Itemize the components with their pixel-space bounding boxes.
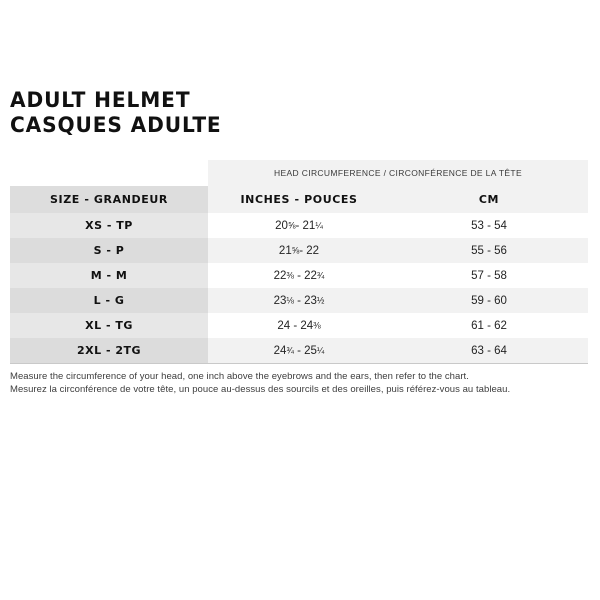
table-row: L - G 23⅛ - 23½ 59 - 60: [10, 288, 588, 313]
cell-inches: 22⅜ - 22¾: [208, 263, 390, 288]
instruction-line-en: Measure the circumference of your head, …: [10, 371, 469, 382]
column-header-inches: INCHES - POUCES: [208, 186, 390, 213]
page-title: ADULT HELMET CASQUES ADULTE: [10, 88, 230, 138]
inches-fraction-high: ¼: [315, 219, 323, 230]
size-chart-table: HEAD CIRCUMFERENCE / CIRCONFÉRENCE DE LA…: [10, 160, 588, 364]
table-row: S - P 21⅝- 22 55 - 56: [10, 238, 588, 263]
inches-whole-low: 21: [278, 244, 292, 257]
title-line-fr: CASQUES ADULTE: [10, 113, 222, 137]
inches-whole-high: 22: [306, 244, 320, 257]
cell-cm: 57 - 58: [390, 263, 588, 288]
table-row: XL - TG 24 - 24⅜ 61 - 62: [10, 313, 588, 338]
table-head: HEAD CIRCUMFERENCE / CIRCONFÉRENCE DE LA…: [10, 160, 588, 213]
cell-size: XS - TP: [10, 213, 208, 238]
group-header-head-circumference: HEAD CIRCUMFERENCE / CIRCONFÉRENCE DE LA…: [208, 160, 588, 186]
table-body: XS - TP 20⅝- 21¼ 53 - 54 S - P 21⅝- 22 5…: [10, 213, 588, 364]
cell-cm: 61 - 62: [390, 313, 588, 338]
inches-whole-high: 21: [302, 219, 316, 232]
cell-size: 2XL - 2TG: [10, 338, 208, 364]
inches-fraction-high: ½: [316, 294, 325, 305]
instruction-line-fr: Mesurez la circonférence de votre tête, …: [10, 384, 511, 395]
inches-separator: -: [299, 244, 304, 257]
cell-cm: 59 - 60: [390, 288, 588, 313]
inches-separator: -: [297, 269, 301, 282]
inches-whole-high: 23: [304, 294, 317, 307]
title-line-en: ADULT HELMET: [10, 88, 191, 112]
cell-inches: 24¾ - 25¼: [208, 338, 390, 364]
inches-whole-low: 24: [273, 344, 287, 357]
column-header-row: SIZE - GRANDEUR INCHES - POUCES CM: [10, 186, 588, 213]
inches-separator: -: [297, 344, 301, 357]
table-row: M - M 22⅜ - 22¾ 57 - 58: [10, 263, 588, 288]
column-header-cm: CM: [390, 186, 588, 213]
inches-whole-high: 22: [304, 269, 317, 282]
inches-fraction-low: ⅝: [291, 244, 300, 255]
inches-fraction-high: ¼: [316, 344, 325, 355]
inches-separator: -: [297, 294, 301, 307]
inches-whole-high: 24: [300, 319, 314, 332]
inches-fraction-high: ¾: [316, 269, 325, 280]
inches-fraction-low: ⅝: [287, 219, 296, 230]
table-row: 2XL - 2TG 24¾ - 25¼ 63 - 64: [10, 338, 588, 364]
cell-inches: 21⅝- 22: [208, 238, 390, 263]
cell-size: XL - TG: [10, 313, 208, 338]
cell-size: M - M: [10, 263, 208, 288]
inches-whole-low: 20: [275, 219, 288, 232]
inches-fraction-low: ⅛: [286, 294, 294, 305]
inches-whole-low: 22: [273, 269, 287, 282]
inches-whole-low: 23: [273, 294, 287, 307]
inches-fraction-low: ⅜: [286, 269, 294, 280]
cell-inches: 20⅝- 21¼: [208, 213, 390, 238]
table-row: XS - TP 20⅝- 21¼ 53 - 54: [10, 213, 588, 238]
inches-whole-high: 25: [304, 344, 317, 357]
cell-inches: 24 - 24⅜: [208, 313, 390, 338]
column-header-size: SIZE - GRANDEUR: [10, 186, 208, 213]
cell-size: L - G: [10, 288, 208, 313]
inches-fraction-high: ⅜: [313, 319, 321, 330]
inches-whole-low: 24: [277, 319, 291, 332]
cell-cm: 55 - 56: [390, 238, 588, 263]
cell-cm: 63 - 64: [390, 338, 588, 364]
inches-separator: -: [295, 219, 300, 232]
cell-size: S - P: [10, 238, 208, 263]
cell-inches: 23⅛ - 23½: [208, 288, 390, 313]
measurement-instructions: Measure the circumference of your head, …: [10, 370, 588, 396]
inches-separator: -: [293, 319, 298, 332]
cell-cm: 53 - 54: [390, 213, 588, 238]
group-header-spacer: [10, 160, 208, 186]
inches-fraction-low: ¾: [286, 344, 294, 355]
group-header-row: HEAD CIRCUMFERENCE / CIRCONFÉRENCE DE LA…: [10, 160, 588, 186]
